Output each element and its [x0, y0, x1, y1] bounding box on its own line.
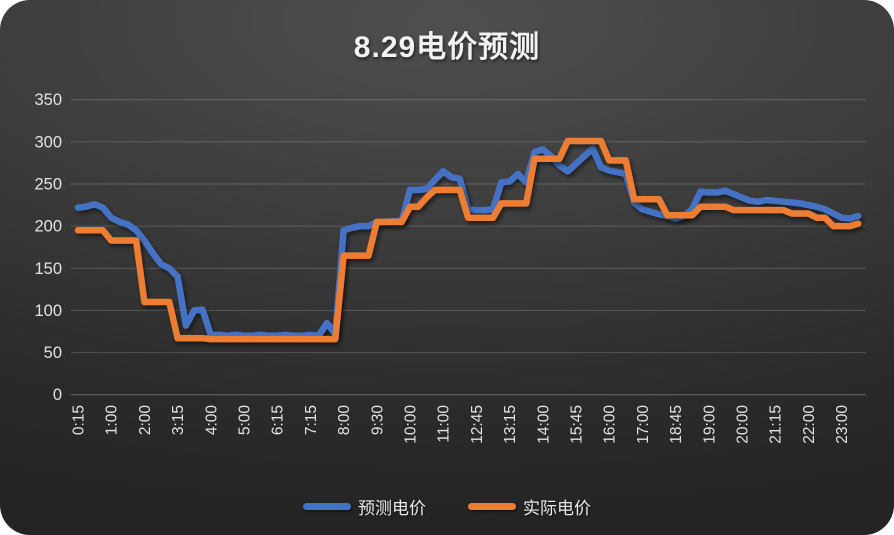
- svg-text:9:30: 9:30: [369, 405, 386, 436]
- forecast-legend-label: 预测电价: [358, 499, 426, 518]
- svg-text:5:00: 5:00: [237, 405, 254, 436]
- svg-text:10:00: 10:00: [403, 405, 420, 444]
- legend-item-forecast: 预测电价: [303, 494, 426, 519]
- svg-text:6:15: 6:15: [270, 405, 287, 435]
- legend-item-actual: 实际电价: [468, 494, 591, 519]
- svg-text:16:00: 16:00: [602, 405, 619, 444]
- svg-text:17:00: 17:00: [635, 405, 652, 444]
- svg-text:19:00: 19:00: [701, 405, 718, 444]
- forecast-line: [74, 145, 862, 339]
- svg-text:0:15: 0:15: [71, 405, 88, 435]
- gridlines: [71, 99, 866, 396]
- actual-legend-label: 实际电价: [523, 499, 591, 518]
- svg-text:150: 150: [34, 260, 62, 278]
- svg-text:15:45: 15:45: [569, 405, 586, 444]
- x-axis-labels: 0:15 1:00 2:00 3:15 4:00 5:00 6:15 7:15 8:00 9:30…: [71, 405, 852, 444]
- svg-text:4:00: 4:00: [203, 405, 220, 436]
- svg-text:8:00: 8:00: [336, 405, 353, 436]
- svg-text:22:00: 22:00: [801, 405, 818, 444]
- svg-text:7:15: 7:15: [303, 405, 320, 435]
- forecast-line-swatch: [303, 503, 351, 510]
- svg-text:18:45: 18:45: [668, 405, 685, 444]
- svg-text:2:00: 2:00: [137, 405, 154, 436]
- svg-text:12:45: 12:45: [469, 405, 486, 444]
- actual-line: [74, 137, 862, 343]
- svg-text:50: 50: [44, 344, 62, 362]
- svg-text:1:00: 1:00: [104, 405, 121, 436]
- svg-text:13:15: 13:15: [502, 405, 519, 444]
- svg-text:11:00: 11:00: [436, 405, 453, 443]
- svg-text:21:15: 21:15: [768, 405, 785, 444]
- svg-text:100: 100: [34, 302, 62, 320]
- chart-legend: 预测电价 实际电价: [0, 494, 894, 519]
- y-axis-labels: 0 50 100 150 200 250 300 350: [34, 91, 62, 404]
- svg-text:14:00: 14:00: [535, 405, 552, 444]
- svg-text:0: 0: [53, 386, 62, 404]
- svg-text:250: 250: [34, 176, 62, 194]
- svg-text:20:00: 20:00: [735, 405, 752, 444]
- chart-title: 8.29电价预测: [353, 31, 541, 64]
- svg-text:23:00: 23:00: [834, 405, 851, 444]
- svg-text:3:15: 3:15: [170, 405, 187, 435]
- svg-text:350: 350: [34, 91, 62, 109]
- actual-line-swatch: [468, 503, 516, 510]
- data-series: [74, 137, 862, 343]
- svg-text:300: 300: [34, 133, 62, 151]
- svg-text:200: 200: [34, 218, 62, 236]
